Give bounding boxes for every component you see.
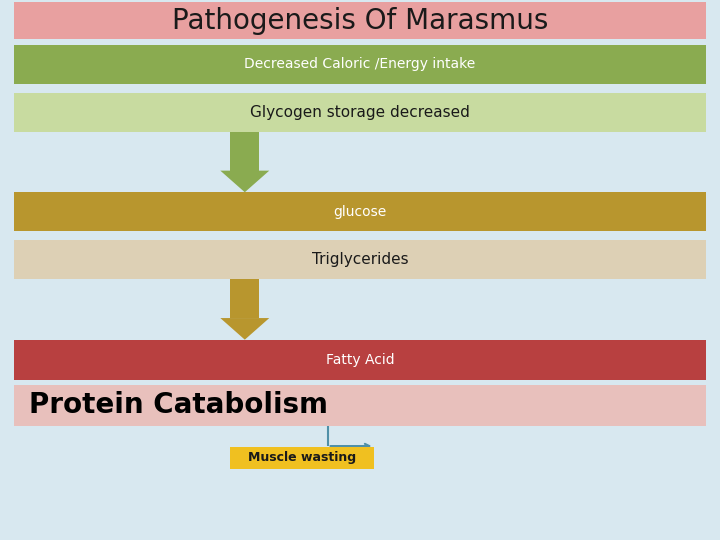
Text: Pathogenesis Of Marasmus: Pathogenesis Of Marasmus: [172, 6, 548, 35]
Text: Glycogen storage decreased: Glycogen storage decreased: [250, 105, 470, 120]
FancyBboxPatch shape: [14, 2, 706, 39]
FancyBboxPatch shape: [14, 240, 706, 279]
FancyBboxPatch shape: [14, 192, 706, 231]
FancyBboxPatch shape: [14, 45, 706, 84]
Text: glucose: glucose: [333, 205, 387, 219]
Polygon shape: [220, 171, 269, 192]
FancyBboxPatch shape: [14, 385, 706, 426]
Polygon shape: [230, 132, 259, 171]
FancyBboxPatch shape: [14, 340, 706, 380]
Text: Fatty Acid: Fatty Acid: [325, 353, 395, 367]
Text: Triglycerides: Triglycerides: [312, 252, 408, 267]
Text: Protein Catabolism: Protein Catabolism: [29, 392, 328, 419]
Polygon shape: [220, 318, 269, 340]
Text: Muscle wasting: Muscle wasting: [248, 451, 356, 464]
FancyBboxPatch shape: [230, 447, 374, 469]
FancyBboxPatch shape: [14, 93, 706, 132]
Polygon shape: [230, 279, 259, 318]
Text: Decreased Caloric /Energy intake: Decreased Caloric /Energy intake: [244, 57, 476, 71]
